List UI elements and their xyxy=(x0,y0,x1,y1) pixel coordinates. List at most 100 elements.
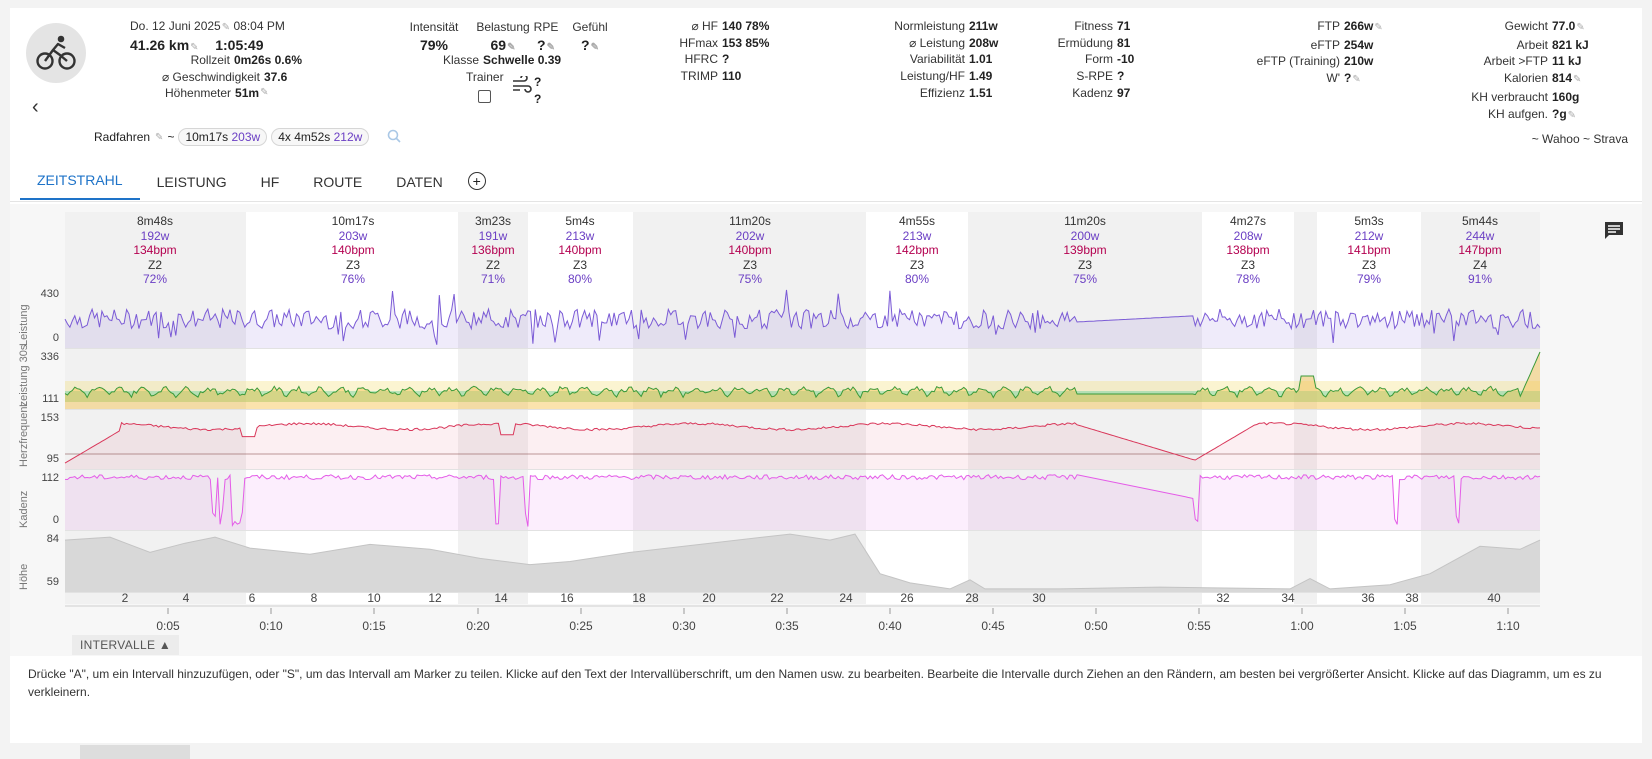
interval-label[interactable]: 8m48s 192w 134bpm Z2 72% xyxy=(105,214,205,287)
distance-tick: 28 xyxy=(965,591,979,605)
interval-time: 3m23s xyxy=(474,214,512,228)
edit-ftp-icon[interactable]: ✎ xyxy=(1374,22,1383,33)
feel-value-text: ? xyxy=(581,37,590,53)
power30-zone-green xyxy=(65,391,1540,402)
stat-label: ⌀ Leistung xyxy=(909,35,965,50)
caret-up-icon: ▲ xyxy=(158,638,172,652)
edit-wprime-icon[interactable]: ✎ xyxy=(1352,74,1361,86)
trainer-label: Trainer xyxy=(466,69,504,84)
interval-bpm: 134bpm xyxy=(133,243,177,258)
intensity-label: Intensität xyxy=(409,20,459,34)
search-icon[interactable] xyxy=(387,129,401,146)
y-axis-min: 95 xyxy=(46,453,59,465)
interval-label[interactable]: 3m23s 191w 136bpm Z2 71% xyxy=(443,214,543,287)
tab-zeitstrahl[interactable]: ZEITSTRAHL xyxy=(20,172,140,200)
time-tick: 1:05 xyxy=(1393,619,1417,633)
tab-hf[interactable]: HF xyxy=(260,174,280,190)
stat-value: 210w xyxy=(1344,54,1374,69)
tab-daten[interactable]: DATEN xyxy=(396,174,443,190)
stat-value: 77.0 xyxy=(1552,19,1576,33)
interval-watts: 213w xyxy=(565,228,595,243)
interval-zone: Z3 xyxy=(572,257,587,272)
y-axis-max: 430 xyxy=(40,288,59,300)
fitness-stats: Fitness 71 Ermüdung 81 Form -10 S-RPE? Kade… xyxy=(1040,18,1170,102)
edit-sport-icon[interactable]: ✎ xyxy=(155,131,164,143)
distance-tick: 32 xyxy=(1216,591,1230,605)
interval-highlight xyxy=(866,212,968,604)
interval-watts: 244w xyxy=(1465,228,1495,243)
best-interval-pill[interactable]: 10m17s 203w xyxy=(178,128,268,146)
interval-time: 8m48s xyxy=(136,214,174,228)
class-value: Schwelle 0.39 xyxy=(483,53,562,67)
feel-value[interactable]: ?✎ xyxy=(565,37,615,53)
intervals-toggle-button[interactable]: INTERVALLE ▲ xyxy=(72,635,180,655)
interval-label[interactable]: 10m17s 203w 140bpm Z3 76% xyxy=(303,214,403,287)
interval-label[interactable]: 4m55s 213w 142bpm Z3 80% xyxy=(867,214,967,287)
edit-distance-icon[interactable]: ✎ xyxy=(190,41,199,53)
interval-watts: 208w xyxy=(1233,228,1263,243)
stat-label: eFTP xyxy=(1310,37,1340,52)
hr-stats: ⌀ HF 140 78% HFmax 153 85% HFRC? TRIMP 110 xyxy=(630,18,800,85)
interval-label[interactable]: 4m27s 208w 138bpm Z3 78% xyxy=(1198,214,1298,287)
interval-time: 5m4s xyxy=(565,214,595,228)
interval-highlight xyxy=(1317,212,1421,604)
interval-label[interactable]: 11m20s 202w 140bpm Z3 75% xyxy=(700,214,800,287)
time-tick: 0:05 xyxy=(156,619,180,633)
edit-carbs-icon[interactable]: ✎ xyxy=(1567,109,1577,121)
stat-value: 97 xyxy=(1117,85,1131,100)
activity-date: Do. 12 Juni 2025 xyxy=(130,19,221,33)
y-axis-min: 0 xyxy=(52,332,59,344)
data-sources[interactable]: ~ Wahoo ~ Strava xyxy=(1531,132,1628,146)
interval-label[interactable]: 11m20s 200w 139bpm Z3 75% xyxy=(1035,214,1135,287)
stat-value: ? xyxy=(1344,71,1352,86)
load-value[interactable]: 69✎ xyxy=(468,37,538,53)
edit-date-icon[interactable]: ✎ xyxy=(221,22,231,33)
edit-calories-icon[interactable]: ✎ xyxy=(1573,74,1582,86)
add-tab-icon[interactable]: + xyxy=(467,172,486,190)
rpe-value-text: ? xyxy=(537,37,546,53)
edit-load-icon[interactable]: ✎ xyxy=(507,42,516,53)
stat-label: HFmax xyxy=(679,35,718,50)
trainer-checkbox[interactable] xyxy=(478,90,491,103)
stat-label: Normleistung xyxy=(894,19,965,33)
chart-title: Herzfrequenz xyxy=(18,400,30,467)
tab-route[interactable]: ROUTE xyxy=(313,174,363,190)
distance-tick: 10 xyxy=(367,591,381,605)
interval-zone: Z3 xyxy=(345,257,360,272)
stat-label: Ermüdung xyxy=(1057,35,1113,50)
interval-watts: 191w xyxy=(478,228,508,243)
interval-label[interactable]: 5m4s 213w 140bpm Z3 80% xyxy=(530,214,630,287)
interval-label[interactable]: 5m3s 212w 141bpm Z3 79% xyxy=(1319,214,1419,287)
interval-watts: 213w xyxy=(902,228,932,243)
interval-bpm: 140bpm xyxy=(558,243,602,258)
reps-pill[interactable]: 4x 4m52s 212w xyxy=(271,128,370,146)
interval-watts: 192w xyxy=(140,228,170,243)
time-tick: 0:10 xyxy=(259,619,283,633)
stat-value: 266w xyxy=(1344,19,1374,33)
power30-zone-yellow xyxy=(65,381,1540,391)
bottom-tab[interactable] xyxy=(80,745,190,759)
distance-tick: 6 xyxy=(248,591,256,605)
distance-tick: 2 xyxy=(121,591,129,605)
edit-feel-icon[interactable]: ✎ xyxy=(590,42,599,53)
timeline-chart-svg[interactable] xyxy=(10,204,1642,656)
rpe-value[interactable]: ?✎ xyxy=(526,37,566,53)
stat-value: 821 kJ xyxy=(1552,37,1589,52)
edit-elevation-icon[interactable]: ✎ xyxy=(260,87,269,99)
time-tick: 0:45 xyxy=(981,619,1005,633)
comment-icon[interactable] xyxy=(1603,220,1625,245)
timeline-chart[interactable]: 8m48s 192w 134bpm Z2 72% 10m17s 203w 140bpm Z3 76… xyxy=(10,204,1642,656)
back-arrow-icon[interactable]: ‹ xyxy=(32,96,39,118)
distance-tick: 38 xyxy=(1405,591,1419,605)
rpe-label: RPE xyxy=(533,20,559,34)
stat-value: 81 xyxy=(1117,35,1131,50)
stats-left: Rollzeit 0m26s 0.6% ⌀ Geschwindigkeit 37.6… xyxy=(90,52,302,102)
y-axis-min: 0 xyxy=(52,514,59,526)
interval-pct: 78% xyxy=(1235,272,1261,287)
edit-rpe-icon[interactable]: ✎ xyxy=(546,42,555,53)
interval-pct: 72% xyxy=(142,272,168,287)
tab-leistung[interactable]: LEISTUNG xyxy=(156,174,227,190)
stat-value: 71 xyxy=(1117,19,1131,33)
interval-label[interactable]: 5m44s 244w 147bpm Z4 91% xyxy=(1430,214,1530,287)
edit-weight-icon[interactable]: ✎ xyxy=(1576,22,1585,33)
